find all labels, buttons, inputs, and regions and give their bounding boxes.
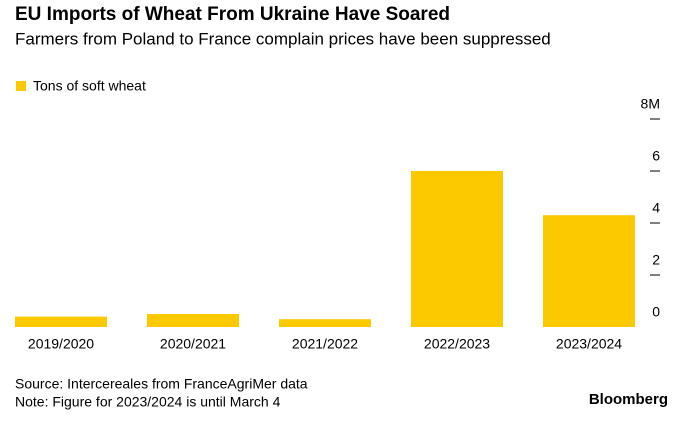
bar (543, 215, 635, 327)
x-tick-label: 2023/2024 (556, 336, 622, 352)
brand: Bloomberg (589, 391, 668, 408)
x-tick-label: 2021/2022 (292, 336, 358, 352)
source: Source: Intercereales from FranceAgriMer… (15, 376, 308, 392)
y-tick-label: 8M (641, 96, 660, 112)
chart-subtitle: Farmers from Poland to France complain p… (15, 29, 551, 48)
bar (15, 316, 107, 327)
y-tick-label: 4 (652, 200, 660, 216)
x-tick-label: 2020/2021 (160, 336, 226, 352)
chart-title: EU Imports of Wheat From Ukraine Have So… (15, 4, 450, 25)
x-tick-label: 2022/2023 (424, 336, 490, 352)
bar (411, 171, 503, 327)
note: Note: Figure for 2023/2024 is until Marc… (15, 394, 281, 410)
y-tick-label: 0 (652, 304, 660, 320)
bar (147, 314, 239, 327)
legend-swatch (16, 81, 26, 91)
y-tick-label: 6 (652, 148, 660, 164)
bar (279, 319, 371, 327)
y-tick-label: 2 (652, 252, 660, 268)
legend-label: Tons of soft wheat (33, 78, 146, 94)
x-tick-label: 2019/2020 (28, 336, 94, 352)
